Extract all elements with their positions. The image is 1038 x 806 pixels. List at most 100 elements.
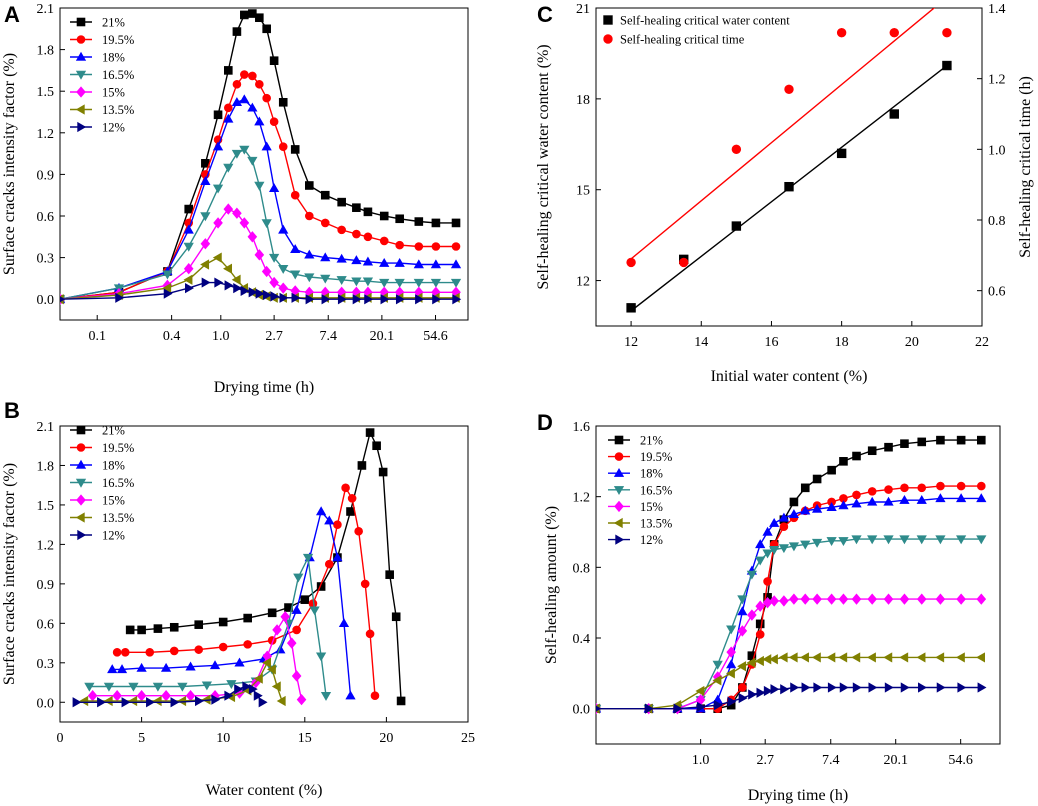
data-point bbox=[813, 682, 823, 693]
series-line bbox=[596, 686, 982, 710]
data-point bbox=[84, 682, 95, 692]
data-point bbox=[137, 625, 146, 635]
data-point bbox=[811, 538, 823, 548]
data-point bbox=[725, 668, 735, 679]
data-point bbox=[852, 451, 861, 461]
data-point bbox=[224, 690, 234, 701]
data-point bbox=[731, 144, 742, 155]
data-point bbox=[737, 606, 748, 616]
data-point bbox=[884, 442, 893, 452]
data-point bbox=[452, 294, 462, 305]
data-point bbox=[394, 257, 405, 267]
data-point bbox=[152, 682, 164, 692]
data-point bbox=[194, 645, 204, 654]
data-point bbox=[372, 441, 381, 451]
data-point bbox=[145, 647, 155, 657]
data-point bbox=[737, 595, 748, 605]
y-tick-label: 2.1 bbox=[37, 420, 55, 435]
data-point bbox=[267, 608, 277, 618]
data-point bbox=[162, 270, 173, 280]
data-point bbox=[258, 697, 268, 708]
x-tick-label: 20.1 bbox=[370, 329, 395, 344]
data-point bbox=[852, 682, 862, 693]
data-point bbox=[414, 217, 424, 226]
series-d-2 bbox=[596, 493, 987, 713]
series-b-2 bbox=[107, 506, 356, 700]
data-point bbox=[253, 673, 263, 684]
data-point bbox=[103, 695, 113, 707]
data-point bbox=[800, 505, 811, 515]
data-point bbox=[292, 625, 301, 635]
data-point bbox=[242, 681, 252, 692]
data-point bbox=[169, 622, 179, 632]
data-point bbox=[800, 652, 809, 663]
data-point bbox=[884, 485, 893, 494]
data-point bbox=[316, 652, 327, 662]
legend-label: 16.5% bbox=[102, 68, 134, 82]
data-point bbox=[320, 218, 330, 228]
data-point bbox=[826, 537, 837, 547]
data-point bbox=[362, 277, 374, 287]
data-point bbox=[769, 545, 780, 555]
series-b-1 bbox=[112, 483, 380, 700]
data-point bbox=[128, 695, 138, 707]
data-point bbox=[286, 637, 297, 649]
legend-label: 13.5% bbox=[102, 103, 134, 117]
data-point bbox=[942, 60, 952, 71]
data-point bbox=[916, 494, 927, 504]
data-point bbox=[851, 652, 861, 663]
y-tick-label: 0.3 bbox=[37, 252, 55, 267]
data-point bbox=[378, 467, 388, 477]
legend-label: 16.5% bbox=[102, 476, 134, 490]
data-point bbox=[115, 292, 125, 303]
data-point bbox=[789, 497, 799, 507]
data-point bbox=[194, 620, 204, 629]
data-point bbox=[867, 535, 878, 545]
data-point bbox=[900, 483, 909, 493]
data-point bbox=[231, 274, 241, 285]
y-axis-title: Self-healing critical water content (%) bbox=[535, 44, 552, 289]
data-point bbox=[212, 141, 224, 151]
data-point bbox=[379, 278, 390, 288]
x-tick-label: 0.1 bbox=[88, 329, 106, 344]
y-axis-title: Surface cracks intensity factor (%) bbox=[1, 463, 18, 685]
data-point bbox=[784, 84, 794, 94]
data-point bbox=[161, 690, 171, 702]
data-point bbox=[748, 689, 758, 700]
data-point bbox=[240, 285, 250, 296]
data-point bbox=[103, 682, 115, 692]
data-point bbox=[852, 490, 861, 500]
data-point bbox=[450, 278, 462, 288]
data-point bbox=[956, 593, 966, 605]
y2-tick-label: 1.4 bbox=[988, 2, 1006, 17]
legend-marker bbox=[76, 494, 86, 506]
data-point bbox=[769, 595, 779, 607]
panel-label-c: C bbox=[537, 2, 553, 27]
x-tick-label: 22 bbox=[975, 335, 989, 350]
data-point bbox=[183, 274, 193, 285]
x-tick-label: 10 bbox=[216, 731, 230, 746]
data-point bbox=[747, 609, 757, 621]
data-point bbox=[233, 282, 243, 294]
data-point bbox=[976, 481, 986, 491]
data-point bbox=[778, 544, 790, 554]
legend-c: Self-healing critical water content Self-… bbox=[603, 14, 790, 47]
legend-label: 18% bbox=[640, 467, 663, 481]
data-point bbox=[254, 116, 265, 126]
data-point bbox=[223, 203, 234, 215]
data-point bbox=[935, 652, 945, 663]
data-point bbox=[713, 700, 723, 711]
data-point bbox=[223, 163, 234, 173]
data-point bbox=[146, 697, 155, 708]
data-point bbox=[839, 457, 848, 466]
data-point bbox=[218, 617, 228, 627]
data-point bbox=[360, 579, 370, 589]
data-point bbox=[755, 539, 766, 549]
legend-marker bbox=[75, 70, 87, 80]
panel-a: 0.1 0.4 1.0 2.7 7.4 20.1 54.6 0.0 0.3 0.6 0.9 1.2 1.… bbox=[1, 2, 469, 396]
data-point bbox=[451, 242, 461, 251]
data-point bbox=[234, 657, 245, 667]
data-point bbox=[248, 287, 258, 298]
legend-marker bbox=[75, 104, 85, 115]
data-point bbox=[195, 695, 204, 707]
